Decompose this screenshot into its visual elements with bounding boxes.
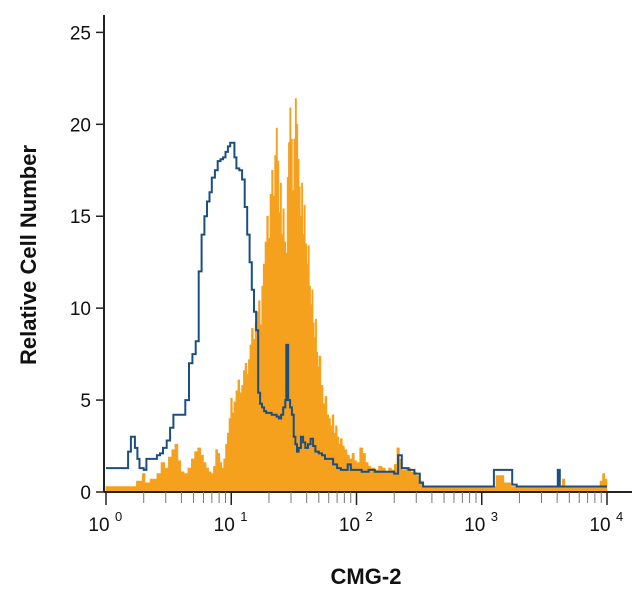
x-axis-title: CMG-2	[331, 564, 402, 589]
x-tick-exponent: 4	[616, 509, 623, 524]
y-tick-label: 0	[80, 483, 91, 504]
y-axis-title: Relative Cell Number	[16, 145, 41, 366]
y-tick-label: 15	[70, 207, 91, 228]
series-0-area	[105, 98, 608, 493]
y-tick-layer: 0 5 10 15 20 25	[70, 23, 104, 504]
y-tick-label: 10	[70, 299, 91, 320]
x-tick-label: 10	[214, 515, 235, 536]
x-tick-layer: 10 0 10 1 10 2 10 3 10 4	[88, 492, 623, 536]
x-tick-exponent: 1	[240, 509, 247, 524]
x-tick-label: 10	[589, 515, 610, 536]
x-tick-exponent: 3	[491, 509, 498, 524]
x-tick-label: 10	[464, 515, 485, 536]
x-tick-exponent: 0	[115, 509, 122, 524]
series-1-line	[106, 141, 607, 488]
series-layer	[105, 98, 608, 493]
y-tick-label: 25	[70, 23, 91, 44]
y-tick-label: 20	[70, 115, 91, 136]
x-tick-exponent: 2	[366, 509, 373, 524]
x-tick-label: 10	[88, 515, 109, 536]
x-tick-label: 10	[339, 515, 360, 536]
y-tick-label: 5	[80, 391, 91, 412]
axes-layer	[103, 15, 632, 493]
